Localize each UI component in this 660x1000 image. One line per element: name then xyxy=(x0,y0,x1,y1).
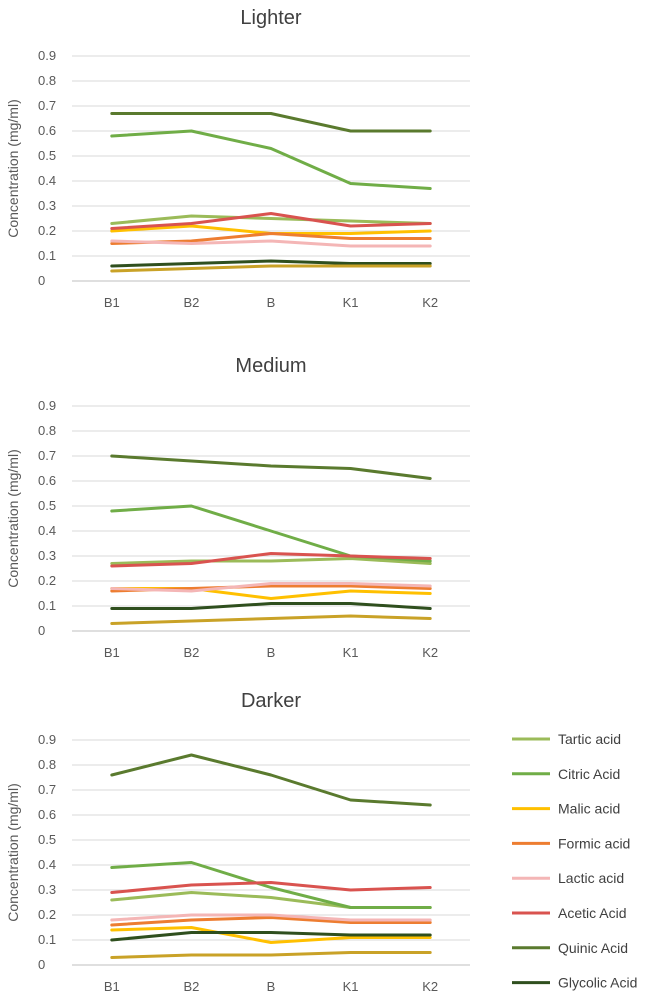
series-line-quinic-acid xyxy=(110,112,432,133)
series-line-citric-acid xyxy=(110,129,432,190)
x-tick-label: K1 xyxy=(343,645,359,660)
chart-title: Medium xyxy=(235,355,306,377)
x-tick-label: K2 xyxy=(422,645,438,660)
legend-label-lactic-acid: Lactic acid xyxy=(558,870,624,886)
x-tick-label: K2 xyxy=(422,979,438,994)
y-tick-label: 0.6 xyxy=(38,807,56,822)
series-line-glycolic-acid xyxy=(110,931,432,942)
series-line-acetic-acid xyxy=(110,881,432,894)
series-line-glycolic-acid xyxy=(110,259,432,268)
chart-title: Darker xyxy=(241,690,301,712)
y-tick-label: 0.8 xyxy=(38,423,56,438)
y-tick-label: 0.2 xyxy=(38,573,56,588)
y-tick-label: 0.8 xyxy=(38,73,56,88)
x-tick-label: B2 xyxy=(183,979,199,994)
series-line-quinic-acid xyxy=(110,753,432,807)
series-line-malic-acid-low xyxy=(110,614,432,625)
x-tick-label: K1 xyxy=(343,295,359,310)
y-tick-label: 0.9 xyxy=(38,48,56,63)
series-line-tartic-acid xyxy=(110,891,432,909)
legend: Tartic acid Citric Acid Malic acid Formic a… xyxy=(512,731,637,991)
y-tick-label: 0.3 xyxy=(38,882,56,897)
chart-title: Lighter xyxy=(240,7,301,29)
y-tick-label: 0.5 xyxy=(38,498,56,513)
x-tick-label: B1 xyxy=(104,979,120,994)
y-axis-label: Concentration (mg/ml) xyxy=(5,99,21,238)
legend-label-formic-acid: Formic acid xyxy=(558,835,630,851)
y-tick-label: 0.7 xyxy=(38,782,56,797)
series-line-lactic-acid xyxy=(110,913,432,922)
legend-label-malic-acid: Malic acid xyxy=(558,801,620,817)
series-line-lactic-acid xyxy=(110,582,432,593)
y-tick-label: 0.1 xyxy=(38,598,56,613)
series-line-malic-acid-low xyxy=(110,951,432,959)
series-line-malic-acid-low xyxy=(110,264,432,273)
legend-label-acetic-acid: Acetic Acid xyxy=(558,905,626,921)
y-tick-label: 0.7 xyxy=(38,98,56,113)
y-tick-label: 0.9 xyxy=(38,398,56,413)
y-tick-label: 0.8 xyxy=(38,757,56,772)
y-tick-label: 0.9 xyxy=(38,732,56,747)
series-line-malic-acid xyxy=(110,926,432,944)
x-tick-label: B1 xyxy=(104,295,120,310)
series-line-tartic-acid xyxy=(110,557,432,565)
x-tick-label: K2 xyxy=(422,295,438,310)
y-tick-label: 0 xyxy=(38,273,45,288)
legend-label-tartic-acid: Tartic acid xyxy=(558,731,621,747)
chart-medium: Medium 0 0.1 0.2 0.3 0.4 0.5 0.6 0.7 0.8 0.9 B1 B2 B K… xyxy=(5,355,470,660)
y-tick-label: 0 xyxy=(38,957,45,972)
series-line-formic-acid xyxy=(110,916,432,927)
x-tick-label: K1 xyxy=(343,979,359,994)
y-tick-label: 0.7 xyxy=(38,448,56,463)
series-line-tartic-acid xyxy=(110,214,432,225)
legend-label-glycolic-acid: Glycolic Acid xyxy=(558,975,637,991)
x-tick-label: B2 xyxy=(183,295,199,310)
y-tick-label: 0.5 xyxy=(38,148,56,163)
series-line-glycolic-acid xyxy=(110,602,432,610)
y-tick-label: 0.6 xyxy=(38,473,56,488)
x-tick-label: B1 xyxy=(104,645,120,660)
legend-label-citric-acid: Citric Acid xyxy=(558,766,620,782)
y-tick-label: 0.1 xyxy=(38,932,56,947)
x-tick-label: B xyxy=(267,645,276,660)
chart-darker: Darker 0 0.1 0.2 0.3 0.4 0.5 0.6 0.7 0.8 0.9 B1 B2 B K… xyxy=(5,690,470,994)
x-tick-label: B xyxy=(267,295,276,310)
y-tick-label: 0.2 xyxy=(38,223,56,238)
x-tick-label: B2 xyxy=(183,645,199,660)
y-axis-label: Concentration (mg/ml) xyxy=(5,783,21,922)
series-line-quinic-acid xyxy=(110,454,432,480)
x-tick-label: B xyxy=(267,979,276,994)
y-tick-label: 0.4 xyxy=(38,857,56,872)
y-tick-label: 0 xyxy=(38,623,45,638)
y-tick-label: 0.3 xyxy=(38,548,56,563)
y-tick-label: 0.4 xyxy=(38,173,56,188)
y-tick-label: 0.1 xyxy=(38,248,56,263)
y-tick-label: 0.4 xyxy=(38,523,56,538)
y-tick-label: 0.5 xyxy=(38,832,56,847)
y-tick-label: 0.2 xyxy=(38,907,56,922)
series-line-citric-acid xyxy=(110,861,432,909)
y-axis-label: Concentration (mg/ml) xyxy=(5,449,21,588)
y-tick-label: 0.6 xyxy=(38,123,56,138)
chart-lighter: Lighter 0 0.1 0.2 0.3 0.4 0.5 0.6 0.7 0.8 0.9 B1 B2 B… xyxy=(5,7,470,310)
series-line-acetic-acid xyxy=(110,212,432,230)
legend-label-quinic-acid: Quinic Acid xyxy=(558,940,628,956)
y-tick-label: 0.3 xyxy=(38,198,56,213)
series-line-lactic-acid xyxy=(110,239,432,248)
series-line-acetic-acid xyxy=(110,552,432,568)
